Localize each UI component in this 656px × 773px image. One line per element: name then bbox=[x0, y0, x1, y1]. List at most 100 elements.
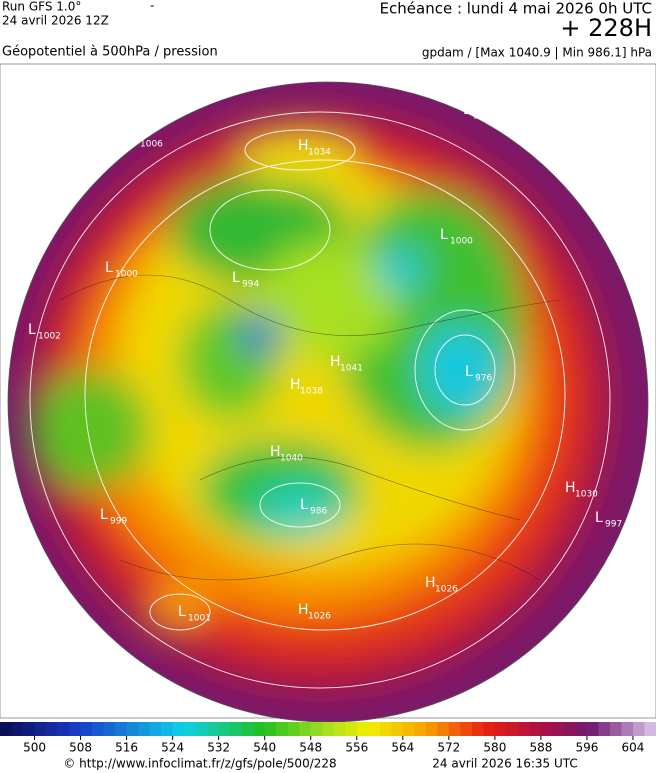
colorbar-swatch bbox=[356, 722, 369, 736]
run-date: 24 avril 2026 12Z bbox=[2, 14, 109, 28]
colorbar-label: 604 bbox=[622, 741, 645, 755]
center-kind: L bbox=[28, 322, 36, 338]
map-disc bbox=[8, 82, 648, 722]
colorbar-label: 532 bbox=[207, 741, 230, 755]
colorbar-swatch bbox=[92, 722, 105, 736]
colorbar-label: 500 bbox=[23, 741, 46, 755]
run-label: Run GFS 1.0° bbox=[2, 0, 81, 14]
colorbar-swatch bbox=[391, 722, 404, 736]
center-value: 1034 bbox=[308, 148, 331, 158]
colorbar-swatch bbox=[80, 722, 93, 736]
colorbar-swatch bbox=[264, 722, 277, 736]
colorbar-swatch bbox=[586, 722, 599, 736]
colorbar-swatch bbox=[0, 722, 13, 736]
colorbar-swatch bbox=[161, 722, 174, 736]
colorbar-swatch bbox=[34, 722, 47, 736]
colorbar-swatch bbox=[11, 722, 24, 736]
center-kind: H bbox=[298, 138, 309, 154]
colorbar-swatch bbox=[241, 722, 254, 736]
colorbar-swatch bbox=[195, 722, 208, 736]
colorbar-swatch bbox=[483, 722, 496, 736]
center-kind: L bbox=[465, 364, 473, 380]
center-kind: H bbox=[290, 377, 301, 393]
colorbar-swatch bbox=[333, 722, 346, 736]
center-kind: L bbox=[130, 130, 138, 146]
center-value: 997 bbox=[605, 520, 622, 530]
colorbar-swatch bbox=[103, 722, 116, 736]
center-kind: L bbox=[100, 507, 108, 523]
colorbar-swatch bbox=[621, 722, 634, 736]
center-kind: L bbox=[178, 604, 186, 620]
generated: 24 avril 2026 16:35 UTC bbox=[432, 757, 578, 771]
colorbar-swatch bbox=[506, 722, 519, 736]
colorbar-swatch bbox=[310, 722, 323, 736]
colorbar-swatch bbox=[379, 722, 392, 736]
colorbar-swatch bbox=[563, 722, 576, 736]
colorbar-swatch bbox=[322, 722, 335, 736]
colorbar-label: 540 bbox=[253, 741, 276, 755]
center-value: 994 bbox=[242, 280, 259, 290]
center-kind: H bbox=[298, 602, 309, 618]
colorbar-swatch bbox=[402, 722, 415, 736]
colorbar-swatch bbox=[115, 722, 128, 736]
colorbar-swatch bbox=[609, 722, 622, 736]
center-value: 1030 bbox=[575, 490, 598, 500]
center-value: 1001 bbox=[188, 614, 211, 624]
center-value: 985 bbox=[473, 112, 490, 122]
center-kind: L bbox=[440, 227, 448, 243]
center-value: 1026 bbox=[308, 612, 331, 622]
colorbar-swatch bbox=[253, 722, 266, 736]
colorbar-swatch bbox=[460, 722, 473, 736]
colorbar-swatch bbox=[276, 722, 289, 736]
colorbar-label: 580 bbox=[483, 741, 506, 755]
center-kind: L bbox=[232, 270, 240, 286]
colorbar-swatch bbox=[138, 722, 151, 736]
colorbar-swatch bbox=[218, 722, 231, 736]
center-kind: L bbox=[105, 260, 113, 276]
center-kind: H bbox=[330, 354, 341, 370]
center-value: 1000 bbox=[115, 270, 138, 280]
source: © http://www.infoclimat.fr/z/gfs/pole/50… bbox=[63, 757, 336, 771]
dash: - bbox=[150, 0, 154, 13]
colorbar-label: 572 bbox=[437, 741, 460, 755]
colorbar-swatch bbox=[149, 722, 162, 736]
colorbar-label: 596 bbox=[575, 741, 598, 755]
center-value: 1002 bbox=[38, 332, 61, 342]
colorbar-swatch bbox=[598, 722, 611, 736]
colorbar-swatch bbox=[632, 722, 645, 736]
center-value: 1006 bbox=[140, 140, 163, 150]
colorbar-swatch bbox=[494, 722, 507, 736]
colorbar-label: 508 bbox=[69, 741, 92, 755]
valid-time: Echéance : lundi 4 mai 2026 0h UTC bbox=[380, 0, 652, 18]
colorbar-swatch bbox=[448, 722, 461, 736]
colorbar-swatch bbox=[207, 722, 220, 736]
center-value: 999 bbox=[110, 517, 127, 527]
center-kind: L bbox=[595, 510, 603, 526]
center-value: 1038 bbox=[300, 387, 323, 397]
field-name: Géopotentiel à 500hPa / pression bbox=[2, 45, 218, 60]
colorbar-label: 524 bbox=[161, 741, 184, 755]
colorbar-swatch bbox=[517, 722, 530, 736]
colorbar-label: 564 bbox=[391, 741, 414, 755]
colorbar-swatch bbox=[46, 722, 59, 736]
center-kind: H bbox=[270, 444, 281, 460]
colorbar-swatch bbox=[414, 722, 427, 736]
colorbar-swatch bbox=[540, 722, 553, 736]
center-kind: L bbox=[463, 102, 471, 118]
center-value: 1040 bbox=[280, 454, 303, 464]
colorbar-swatch bbox=[126, 722, 139, 736]
center-value: 1000 bbox=[450, 237, 473, 247]
center-kind: L bbox=[300, 497, 308, 513]
colorbar-label: 556 bbox=[345, 741, 368, 755]
colorbar-swatch bbox=[552, 722, 565, 736]
colorbar-swatch bbox=[368, 722, 381, 736]
colorbar-swatch bbox=[57, 722, 70, 736]
colorbar-swatch bbox=[23, 722, 36, 736]
center-value: 976 bbox=[475, 374, 492, 384]
lead-time: + 228H bbox=[560, 14, 652, 42]
center-kind: H bbox=[565, 480, 576, 496]
colorbar-swatch bbox=[529, 722, 542, 736]
colorbar-label: 516 bbox=[115, 741, 138, 755]
